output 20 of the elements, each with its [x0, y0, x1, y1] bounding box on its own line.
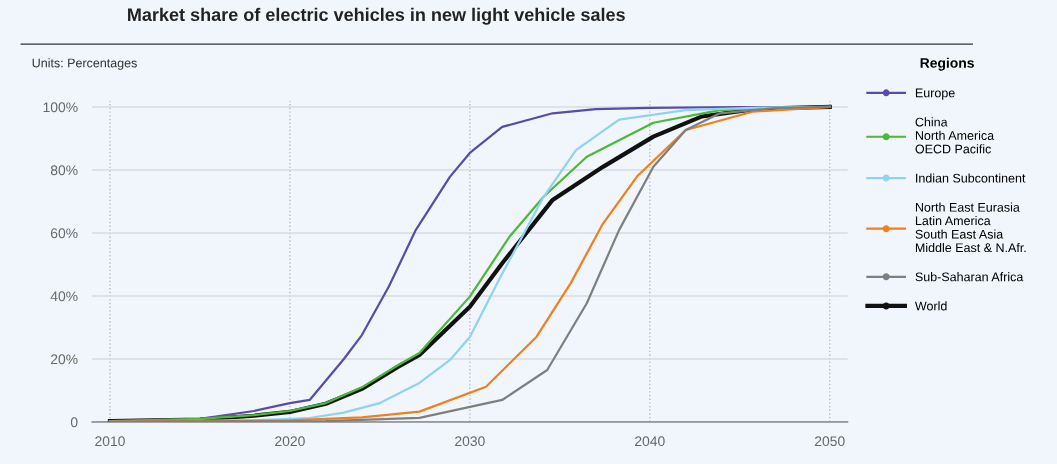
x-tick-label: 2050	[814, 436, 845, 447]
y-tick-label: 0	[70, 417, 78, 428]
y-tick-label: 80%	[50, 165, 78, 176]
y-tick-label: 60%	[50, 228, 78, 239]
legend-label: North East Eurasia Latin America South East Asia Middle East & N.Afr.	[915, 202, 1026, 253]
legend-label: China North America OECD Pacific	[915, 117, 995, 154]
x-tick-label: 2040	[635, 436, 665, 447]
legend-label: World	[914, 301, 947, 311]
legend-label: Indian Subcontinent	[916, 173, 1026, 183]
x-tick-label: 2020	[275, 436, 305, 447]
text: Units: Percentages	[32, 58, 137, 70]
y-tick-label: 100%	[43, 102, 78, 113]
legend-title: Regions	[920, 57, 974, 71]
x-tick-label: 2030	[455, 436, 485, 447]
chart-title: Market share of electric vehicles in new light vehicle sales	[128, 7, 625, 25]
legend-label: Sub-Saharan Africa	[915, 272, 1024, 282]
y-tick-label: 40%	[50, 291, 78, 302]
legend-label: Europe	[915, 88, 955, 100]
x-tick-label: 2010	[95, 436, 125, 447]
y-tick-label: 20%	[50, 354, 78, 365]
